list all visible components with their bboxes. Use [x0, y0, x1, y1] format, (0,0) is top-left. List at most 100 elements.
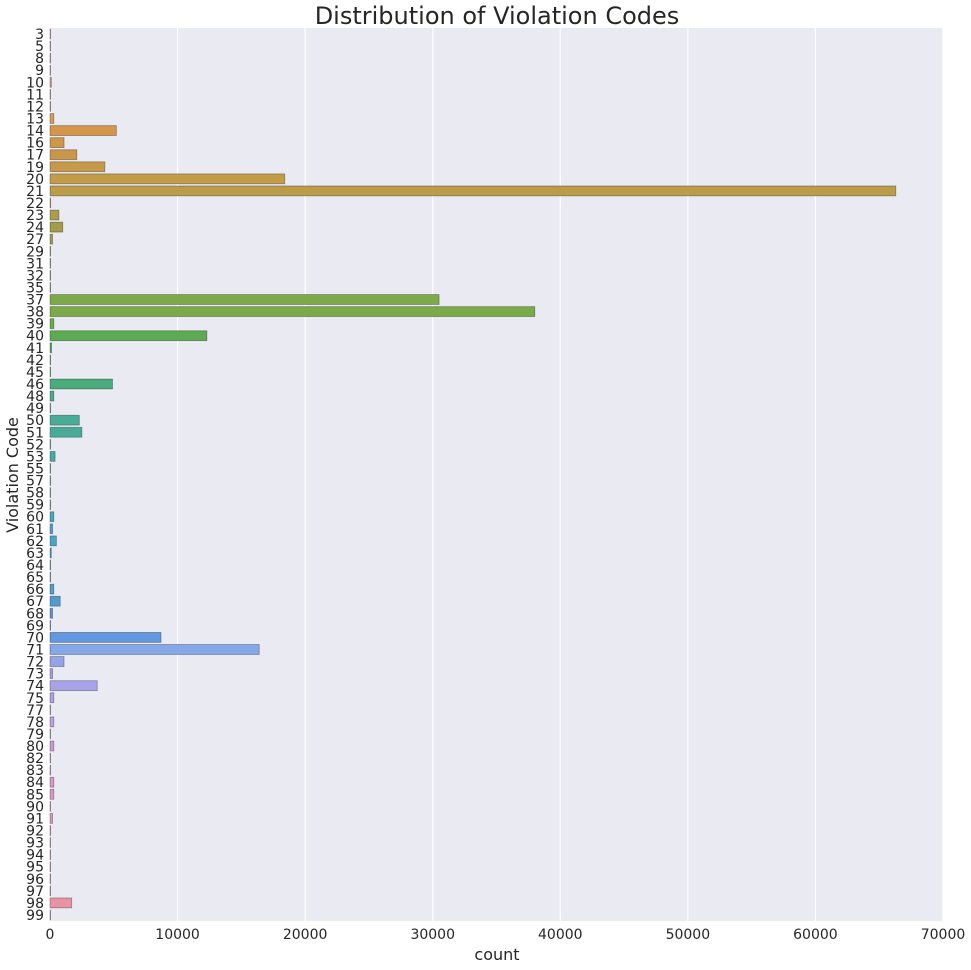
bar-code-21 [49, 185, 897, 197]
x-tick-label: 70000 [921, 927, 966, 943]
bar-code-73 [49, 668, 53, 679]
bar-code-94 [49, 849, 52, 860]
bar-code-9 [49, 64, 52, 76]
y-tick-label: 79 [26, 727, 44, 743]
y-tick-label: 51 [26, 425, 44, 441]
bar-code-20 [49, 173, 286, 185]
y-tick-label: 20 [26, 172, 44, 188]
bar-code-40 [49, 330, 208, 342]
y-tick-label: 17 [26, 148, 44, 164]
y-tick-label: 57 [26, 474, 44, 490]
y-tick-label: 29 [26, 244, 44, 260]
y-tick-label: 91 [26, 811, 44, 827]
plot-area [50, 28, 943, 921]
y-tick-label: 98 [26, 896, 44, 912]
bar-code-98 [49, 897, 73, 909]
x-tick-label: 10000 [155, 927, 200, 943]
bar-code-55 [49, 463, 52, 474]
bar-code-71 [49, 644, 260, 655]
y-tick-label: 68 [26, 606, 44, 622]
y-tick-label: 78 [26, 715, 44, 731]
x-tick-label: 0 [46, 927, 55, 943]
bar-code-93 [49, 837, 52, 848]
y-tick-label: 27 [26, 232, 44, 248]
bar-code-61 [49, 523, 53, 535]
y-tick-label: 3 [35, 27, 44, 43]
y-tick-label: 62 [26, 534, 44, 550]
bar-code-52 [49, 438, 52, 450]
y-tick-label: 70 [26, 630, 44, 646]
bar-code-97 [49, 885, 52, 897]
y-tick-label: 90 [26, 799, 44, 815]
y-tick-label: 58 [26, 486, 44, 502]
bar-code-68 [49, 607, 53, 619]
y-tick-label: 67 [26, 594, 44, 610]
bar-code-49 [49, 402, 52, 414]
bar-code-14 [49, 125, 117, 136]
bar-code-65 [49, 571, 52, 583]
bar-code-27 [49, 233, 53, 245]
x-tick-label: 50000 [666, 927, 711, 943]
y-axis-label: Violation Code [3, 417, 22, 533]
y-tick-label: 8 [35, 51, 44, 67]
bar-code-74 [49, 680, 98, 692]
y-tick-label: 77 [26, 703, 44, 719]
bar-code-82 [49, 752, 52, 764]
y-tick-label: 92 [26, 823, 44, 839]
bar-code-57 [49, 475, 52, 486]
y-tick-label: 96 [26, 872, 44, 888]
y-tick-label: 35 [26, 280, 44, 296]
bar-code-16 [49, 137, 65, 148]
y-tick-label: 46 [26, 377, 44, 393]
bar-code-29 [49, 245, 52, 257]
y-tick-label: 10 [26, 75, 44, 91]
y-tick-label: 22 [26, 196, 44, 212]
y-tick-label: 14 [26, 124, 44, 140]
y-tick-label: 40 [26, 329, 44, 345]
bar-code-63 [49, 547, 52, 559]
bar-code-51 [49, 426, 83, 438]
y-tick-label: 99 [26, 908, 44, 924]
bar-code-75 [49, 692, 55, 704]
y-tick-label: 48 [26, 389, 44, 405]
bar-code-37 [49, 294, 440, 305]
bar-code-85 [49, 788, 55, 800]
x-tick-label: 30000 [410, 927, 455, 943]
bar-code-3 [49, 28, 52, 40]
y-tick-label: 69 [26, 618, 44, 634]
bar-code-58 [49, 487, 52, 498]
bar-code-80 [49, 740, 55, 752]
bar-code-59 [49, 499, 52, 511]
x-tick-label: 20000 [283, 927, 328, 943]
bar-code-41 [49, 342, 52, 354]
bar-code-64 [49, 559, 52, 571]
y-tick-label: 95 [26, 860, 44, 876]
bar-code-69 [49, 619, 52, 631]
bar-code-62 [49, 535, 57, 547]
bar-code-5 [49, 40, 52, 52]
bar-code-90 [49, 801, 52, 812]
y-tick-label: 85 [26, 787, 44, 803]
bar-code-19 [49, 161, 106, 173]
bar-code-23 [49, 209, 60, 221]
y-tick-label: 38 [26, 305, 44, 321]
bar-code-96 [49, 873, 52, 885]
y-tick-label: 12 [26, 99, 44, 115]
y-tick-label: 93 [26, 836, 44, 852]
y-tick-label: 73 [26, 667, 44, 683]
x-tick-label: 40000 [538, 927, 583, 943]
bar-code-48 [49, 390, 55, 402]
bar-code-13 [49, 113, 55, 124]
bar-code-31 [49, 257, 52, 269]
bar-code-42 [49, 354, 52, 366]
x-tick-labels: 0 10000 20000 30000 40000 50000 60000 70000 [46, 927, 966, 943]
bar-code-38 [49, 306, 536, 317]
y-tick-label: 53 [26, 449, 44, 465]
y-tick-label: 82 [26, 751, 44, 767]
bar-code-95 [49, 861, 52, 873]
y-tick-label: 65 [26, 570, 44, 586]
bar-code-78 [49, 716, 55, 728]
y-tick-label: 61 [26, 522, 44, 538]
y-tick-label: 42 [26, 353, 44, 369]
y-tick-label: 16 [26, 136, 44, 152]
